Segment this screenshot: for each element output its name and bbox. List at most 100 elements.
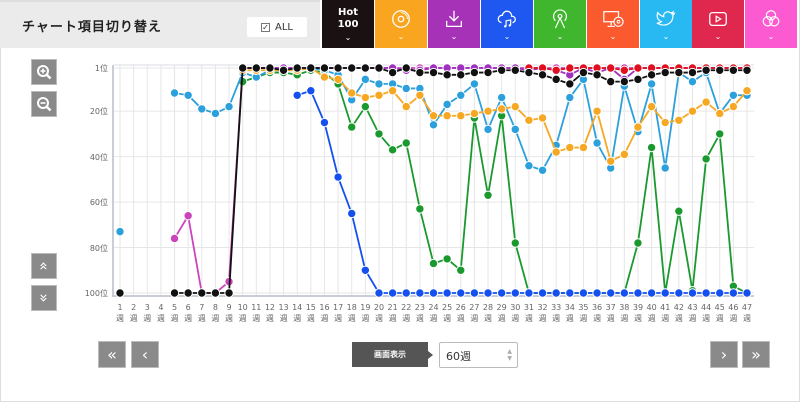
zoom-in-button[interactable]: [31, 59, 57, 85]
tab-lookup[interactable]: ⌄: [587, 0, 639, 48]
zoom-out-button[interactable]: [31, 91, 57, 117]
data-point: [169, 88, 180, 98]
x-tick-label: 47 週: [740, 302, 754, 324]
data-point: [619, 76, 630, 87]
hot100-label-line1: Hot: [337, 6, 359, 18]
x-tick-week: 8: [212, 303, 218, 312]
data-point: [633, 74, 643, 85]
data-point: [319, 63, 330, 73]
x-tick-unit: 週: [484, 314, 493, 323]
x-tick-week: 47: [741, 303, 753, 312]
tab-video[interactable]: ⌄: [692, 0, 744, 48]
twitter-icon: [656, 9, 676, 26]
x-tick-unit: 週: [170, 314, 179, 323]
data-point: [224, 101, 234, 112]
x-tick-unit: 週: [293, 314, 302, 323]
data-point: [605, 156, 616, 166]
x-tick-label: 31 週: [522, 302, 536, 324]
data-point: [319, 72, 330, 82]
data-point: [578, 288, 589, 298]
data-point: [265, 63, 275, 73]
data-point: [428, 67, 439, 78]
data-point: [701, 97, 711, 107]
x-tick-label: 38 週: [617, 302, 631, 324]
data-point: [442, 99, 452, 110]
tab-karaoke[interactable]: ⌄: [745, 0, 797, 48]
download-icon: [446, 10, 462, 27]
x-tick-unit: 週: [374, 314, 383, 323]
last-page-button[interactable]: »: [742, 341, 770, 368]
data-point: [660, 288, 670, 298]
data-point: [469, 108, 480, 119]
data-point: [537, 165, 548, 175]
data-point: [742, 65, 752, 75]
data-point: [442, 111, 452, 121]
data-point: [687, 67, 698, 78]
x-tick-label: 20 週: [372, 302, 386, 324]
prev-page-button[interactable]: ‹: [131, 341, 159, 368]
data-point: [483, 190, 493, 200]
data-point: [428, 288, 439, 298]
x-tick-unit: 週: [497, 314, 506, 323]
data-point: [578, 142, 589, 153]
tab-physical-sales[interactable]: ⌄: [375, 0, 427, 48]
data-point: [306, 63, 316, 73]
data-point: [415, 90, 425, 100]
data-point: [715, 288, 725, 298]
data-point: [687, 76, 698, 87]
data-point: [565, 63, 575, 73]
data-point: [292, 63, 302, 73]
data-point: [605, 63, 616, 73]
data-point: [401, 63, 411, 73]
chart-switch-bar: チャート項目切り替え ✓ ALL: [0, 0, 320, 48]
data-point: [565, 142, 575, 153]
data-point: [646, 288, 657, 298]
data-point: [510, 288, 520, 298]
x-tick-unit: 週: [647, 314, 656, 323]
tab-hot100[interactable]: Hot 100 ⌄: [322, 0, 374, 48]
x-tick-unit: 週: [715, 314, 724, 323]
x-tick-week: 43: [687, 303, 698, 312]
tab-radio[interactable]: ⌄: [534, 0, 586, 48]
data-point: [456, 111, 466, 121]
x-tick-unit: 週: [320, 314, 329, 323]
data-point: [715, 108, 725, 119]
x-tick-unit: 週: [688, 314, 697, 323]
data-point: [605, 76, 616, 87]
tab-twitter[interactable]: ⌄: [640, 0, 692, 48]
data-point: [360, 63, 371, 73]
x-tick-label: 25 週: [440, 302, 454, 324]
data-point: [687, 288, 698, 298]
tab-download[interactable]: ⌄: [428, 0, 480, 48]
x-tick-week: 31: [523, 303, 534, 312]
x-tick-label: 35 週: [576, 302, 590, 324]
x-tick-label: 12 週: [263, 302, 277, 324]
first-page-button[interactable]: «: [98, 341, 126, 368]
data-point: [674, 115, 684, 125]
play-icon: [709, 11, 727, 26]
data-point: [646, 70, 657, 80]
data-point: [701, 154, 711, 164]
tab-streaming[interactable]: ⌄: [481, 0, 533, 48]
x-tick-week: 23: [414, 303, 425, 312]
checkbox-icon[interactable]: ✓: [261, 22, 270, 32]
data-point: [633, 288, 643, 298]
cd-icon: [392, 9, 410, 28]
next-page-button[interactable]: ›: [710, 341, 738, 368]
x-tick-week: 30: [510, 303, 521, 312]
display-range-select[interactable]: 60週 ▲ ▼: [439, 342, 518, 368]
data-point: [524, 288, 534, 298]
chevron-down-icon: ⌄: [662, 31, 670, 41]
x-tick-unit: 週: [265, 314, 274, 323]
all-checkbox[interactable]: ✓ ALL: [247, 17, 307, 37]
x-tick-week: 34: [564, 303, 575, 312]
x-tick-label: 15 週: [304, 302, 318, 324]
x-tick-unit: 週: [456, 314, 465, 323]
data-point: [551, 65, 561, 75]
data-point: [496, 65, 507, 75]
y-tick-label: 100位: [84, 289, 108, 298]
